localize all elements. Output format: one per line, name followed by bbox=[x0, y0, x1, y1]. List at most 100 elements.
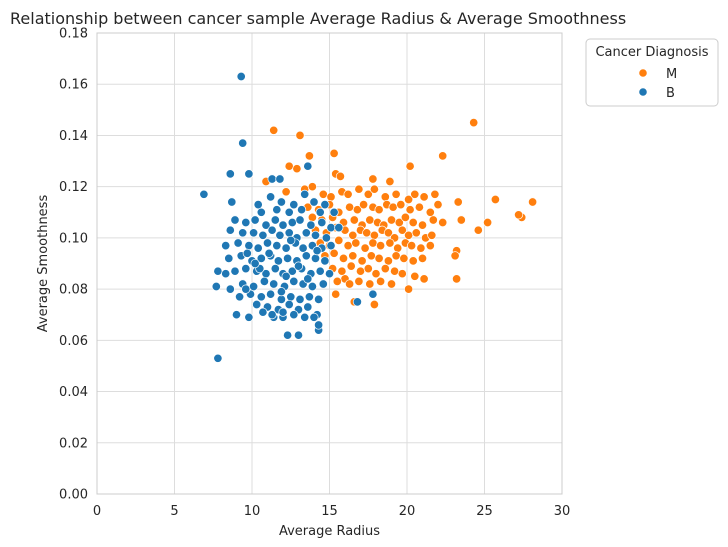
data-point-b bbox=[329, 207, 339, 217]
data-point-m bbox=[388, 202, 398, 212]
data-point-m bbox=[452, 274, 462, 284]
data-point-b bbox=[270, 264, 280, 274]
data-point-m bbox=[348, 251, 358, 261]
series-b bbox=[199, 71, 378, 363]
legend-label-b: B bbox=[666, 86, 675, 101]
data-point-b bbox=[241, 264, 251, 274]
data-point-b bbox=[227, 197, 237, 207]
data-point-m bbox=[391, 251, 401, 261]
x-tick-label: 0 bbox=[93, 504, 101, 519]
data-point-b bbox=[235, 292, 245, 302]
data-point-m bbox=[414, 202, 424, 212]
data-point-m bbox=[362, 228, 372, 238]
data-point-m bbox=[352, 205, 362, 215]
data-point-b bbox=[244, 241, 254, 251]
data-point-m bbox=[359, 200, 369, 210]
data-point-b bbox=[199, 189, 209, 199]
chart-title: Relationship between cancer sample Avera… bbox=[10, 9, 626, 28]
data-point-m bbox=[337, 266, 347, 276]
data-point-m bbox=[410, 271, 420, 281]
data-point-m bbox=[394, 217, 404, 228]
data-point-b bbox=[278, 220, 288, 230]
data-point-b bbox=[213, 266, 223, 276]
data-point-b bbox=[225, 225, 235, 235]
data-point-m bbox=[397, 225, 407, 235]
data-point-m bbox=[343, 241, 353, 251]
data-point-b bbox=[272, 205, 282, 215]
data-point-b bbox=[250, 258, 260, 269]
data-point-m bbox=[348, 230, 358, 240]
data-point-m bbox=[430, 189, 440, 199]
data-point-b bbox=[266, 192, 276, 202]
data-point-b bbox=[256, 292, 266, 302]
y-axis-label: Average Smoothness bbox=[36, 195, 51, 333]
y-tick-label: 0.18 bbox=[59, 27, 88, 42]
x-tick-label: 20 bbox=[399, 504, 416, 519]
data-point-m bbox=[307, 182, 317, 192]
legend-marker-b bbox=[638, 87, 648, 97]
data-point-m bbox=[417, 253, 428, 263]
data-point-b bbox=[283, 253, 293, 263]
y-tick-label: 0.06 bbox=[59, 334, 88, 349]
legend-label-m: M bbox=[666, 67, 677, 82]
data-point-m bbox=[354, 184, 364, 194]
data-point-b bbox=[326, 241, 336, 251]
data-point-b bbox=[231, 310, 242, 320]
data-point-b bbox=[310, 253, 321, 263]
data-point-m bbox=[450, 251, 460, 261]
data-point-m bbox=[410, 189, 420, 199]
data-point-m bbox=[385, 238, 395, 248]
data-point-b bbox=[306, 220, 316, 230]
data-point-m bbox=[433, 200, 443, 210]
data-point-b bbox=[301, 251, 311, 261]
data-point-b bbox=[267, 225, 277, 235]
data-point-b bbox=[269, 279, 279, 289]
data-point-m bbox=[338, 253, 349, 263]
data-point-m bbox=[355, 266, 366, 276]
data-point-m bbox=[483, 217, 493, 228]
data-point-m bbox=[292, 164, 302, 174]
data-point-b bbox=[238, 228, 248, 238]
data-point-b bbox=[249, 281, 259, 292]
data-point-m bbox=[363, 189, 373, 199]
data-point-b bbox=[249, 228, 259, 238]
data-point-b bbox=[275, 174, 285, 184]
data-point-b bbox=[241, 284, 251, 294]
data-point-m bbox=[396, 200, 406, 210]
y-tick-label: 0.14 bbox=[59, 129, 88, 144]
data-point-m bbox=[345, 202, 355, 212]
legend-box bbox=[585, 38, 719, 107]
data-point-b bbox=[266, 289, 276, 299]
y-tick-labels: 0.00 0.02 0.04 0.06 0.08 0.10 0.12 0.14 0.16 0.18 bbox=[59, 27, 88, 503]
data-point-m bbox=[380, 264, 390, 274]
data-point-m bbox=[528, 197, 538, 207]
data-point-m bbox=[419, 192, 429, 202]
y-tick-label: 0.02 bbox=[59, 436, 88, 451]
data-point-m bbox=[386, 279, 397, 289]
data-point-b bbox=[276, 294, 286, 304]
data-point-b bbox=[272, 241, 282, 251]
data-point-b bbox=[321, 233, 331, 243]
data-point-m bbox=[416, 243, 426, 253]
data-point-b bbox=[275, 230, 285, 240]
y-tick-label: 0.04 bbox=[59, 385, 88, 400]
data-point-m bbox=[368, 238, 378, 248]
data-point-m bbox=[365, 279, 375, 289]
data-point-b bbox=[304, 292, 314, 302]
data-point-m bbox=[469, 118, 479, 128]
data-point-m bbox=[407, 241, 417, 251]
data-point-b bbox=[259, 276, 269, 286]
data-point-b bbox=[230, 266, 240, 276]
data-point-m bbox=[404, 194, 414, 205]
x-tick-label: 25 bbox=[476, 504, 493, 519]
data-point-b bbox=[287, 266, 297, 276]
data-point-b bbox=[244, 169, 254, 179]
data-point-m bbox=[331, 289, 341, 299]
data-point-m bbox=[366, 251, 376, 261]
data-point-m bbox=[391, 189, 401, 199]
data-point-b bbox=[238, 138, 248, 148]
data-point-m bbox=[390, 266, 400, 276]
data-point-m bbox=[354, 276, 364, 286]
data-point-b bbox=[244, 312, 254, 322]
y-tick-label: 0.16 bbox=[59, 78, 88, 93]
